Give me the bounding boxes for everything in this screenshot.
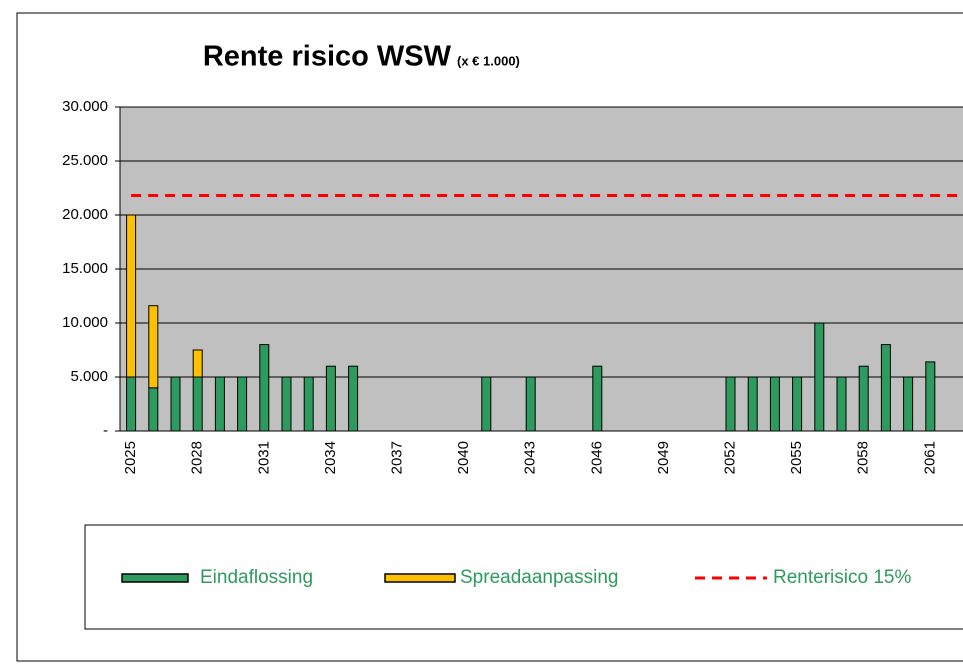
- bar: [792, 376, 803, 432]
- bar: [192, 349, 203, 378]
- chart-subtitle: (x € 1.000): [457, 53, 520, 68]
- x-tick-label: 2025: [122, 441, 139, 474]
- legend-label: Eindaflossing: [200, 567, 313, 588]
- bar: [880, 344, 891, 432]
- bar: [348, 365, 359, 432]
- bar: [303, 376, 314, 432]
- bar: [858, 365, 869, 432]
- bar: [214, 376, 225, 432]
- y-tick-label: -: [103, 422, 108, 439]
- bar: [725, 376, 736, 432]
- bar: [237, 376, 248, 432]
- bar: [925, 361, 936, 432]
- bar: [747, 376, 758, 432]
- bar: [481, 376, 492, 432]
- y-tick-label: 30.000: [62, 98, 108, 115]
- bar: [170, 376, 181, 432]
- bar: [769, 376, 780, 432]
- bar: [126, 376, 137, 432]
- chart-title: Rente risico WSW: [203, 41, 452, 73]
- legend-label: Renterisico 15%: [773, 567, 911, 588]
- legend-swatch: [121, 573, 189, 583]
- x-tick-label: 2052: [721, 441, 738, 474]
- legend-box: [84, 524, 963, 630]
- x-tick-label: 2040: [455, 441, 472, 474]
- bar: [281, 376, 292, 432]
- x-tick-label: 2043: [522, 441, 539, 474]
- bar: [814, 322, 825, 432]
- bar: [325, 365, 336, 432]
- bar: [126, 214, 137, 378]
- y-tick-label: 15.000: [62, 260, 108, 277]
- x-tick-label: 2037: [388, 441, 405, 474]
- x-tick-label: 2049: [655, 441, 672, 474]
- x-tick-label: 2055: [788, 441, 805, 474]
- bar: [903, 376, 914, 432]
- bar: [148, 387, 159, 432]
- y-tick-label: 10.000: [62, 314, 108, 331]
- x-tick-label: 2031: [255, 441, 272, 474]
- bar: [836, 376, 847, 432]
- x-tick-label: 2058: [855, 441, 872, 474]
- legend-swatch: [384, 573, 456, 583]
- bar: [192, 376, 203, 432]
- x-tick-label: 2061: [921, 441, 938, 474]
- y-tick-label: 20.000: [62, 206, 108, 223]
- legend-label: Spreadaanpassing: [460, 567, 618, 588]
- bar: [592, 365, 603, 432]
- x-tick-label: 2028: [189, 441, 206, 474]
- bar: [525, 376, 536, 432]
- bar: [259, 344, 270, 432]
- y-tick-label: 5.000: [70, 368, 108, 385]
- y-tick-label: 25.000: [62, 152, 108, 169]
- bar: [148, 305, 159, 389]
- x-tick-label: 2034: [322, 441, 339, 474]
- x-tick-label: 2046: [588, 441, 605, 474]
